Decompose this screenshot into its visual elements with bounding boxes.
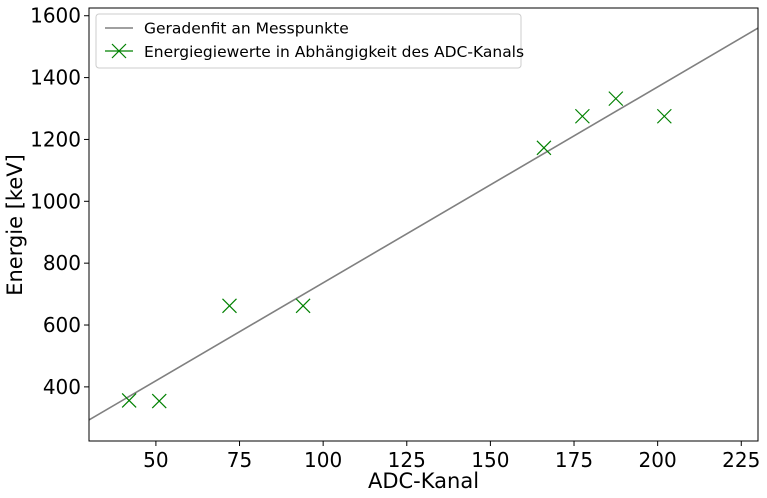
legend-entry-fit: Geradenfit an Messpunkte	[144, 20, 349, 38]
x-axis-label: ADC-Kanal	[368, 469, 479, 493]
data-point	[608, 91, 624, 107]
x-tick-label-100: 100	[304, 448, 342, 472]
y-tick-label-1600: 1600	[30, 4, 81, 28]
data-point	[151, 393, 167, 409]
x-axis-ticks: 50 75 100 125 150 175 200 225	[143, 441, 760, 472]
plot-frame	[88, 7, 759, 442]
x-tick-label-225: 225	[722, 448, 760, 472]
y-tick-label-600: 600	[43, 313, 81, 337]
x-tick-label-175: 175	[555, 448, 593, 472]
legend-box	[95, 13, 522, 69]
y-axis-ticks: 400 600 800 1000 1200 1400 1600	[30, 4, 89, 399]
x-tick-label-125: 125	[388, 448, 426, 472]
y-tick-label-1200: 1200	[30, 127, 81, 151]
y-tick-label-1000: 1000	[30, 189, 81, 213]
fit-line	[88, 27, 759, 421]
data-marks	[88, 27, 759, 421]
y-axis-label: Energie [keV]	[3, 154, 27, 296]
x-tick-label-75: 75	[227, 448, 252, 472]
y-tick-label-400: 400	[43, 375, 81, 399]
data-point	[222, 298, 237, 314]
legend-entry-points: Energiegiewerte in Abhängigkeit des ADC-…	[144, 43, 524, 61]
data-point	[656, 108, 672, 124]
y-tick-label-1400: 1400	[30, 66, 81, 90]
data-point	[574, 108, 590, 124]
x-tick-label-200: 200	[639, 448, 677, 472]
data-point	[295, 298, 311, 314]
x-tick-label-150: 150	[471, 448, 509, 472]
legend: Geradenfit an Messpunkte Energiegiewerte…	[95, 13, 524, 69]
data-point	[121, 393, 137, 408]
data-point	[536, 140, 552, 156]
x-tick-label-50: 50	[143, 448, 168, 472]
y-tick-label-800: 800	[43, 251, 81, 275]
